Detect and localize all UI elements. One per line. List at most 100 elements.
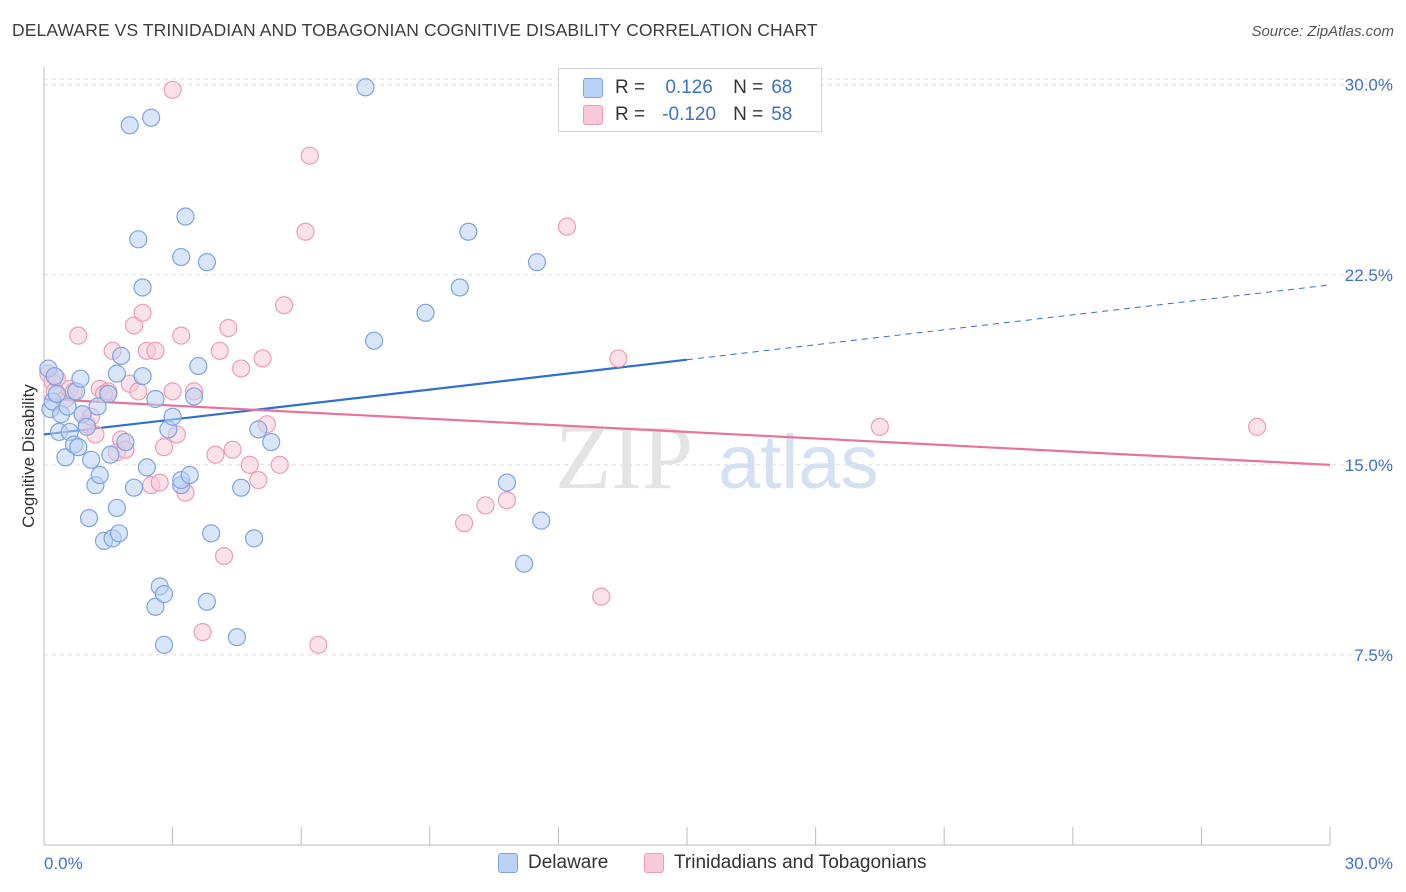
legend-r-label: R = bbox=[615, 77, 646, 98]
delaware-point bbox=[101, 445, 120, 464]
trinidadians-point bbox=[172, 326, 191, 345]
x-tick-label: 30.0% bbox=[1345, 854, 1393, 873]
delaware-point bbox=[133, 367, 152, 386]
y-tick-label: 22.5% bbox=[1345, 266, 1393, 285]
trinidadians-point bbox=[210, 341, 229, 360]
delaware-point bbox=[249, 420, 268, 439]
legend-row-delaware: R = 0.126 N = 68 bbox=[583, 77, 792, 99]
trinidadians-point bbox=[274, 296, 294, 315]
trinidadians-point bbox=[146, 341, 165, 360]
legend-swatch-trinidadians bbox=[583, 105, 603, 125]
series-trinidadians-points bbox=[39, 80, 1267, 654]
trinidadians-point bbox=[206, 445, 225, 464]
delaware-point bbox=[58, 397, 77, 416]
trinidadians-point bbox=[557, 217, 577, 236]
trinidadians-point bbox=[219, 318, 238, 338]
delaware-point bbox=[416, 303, 435, 322]
trinidadians-point bbox=[454, 514, 474, 533]
delaware-point bbox=[244, 529, 264, 548]
delaware-point bbox=[88, 397, 107, 416]
delaware-point bbox=[116, 432, 135, 452]
trinidadians-point bbox=[133, 303, 152, 322]
trinidadians-point bbox=[309, 635, 328, 654]
delaware-point bbox=[71, 369, 90, 388]
x-tick-label: 0.0% bbox=[44, 854, 83, 873]
delaware-point bbox=[107, 364, 126, 383]
trinidadians-point bbox=[296, 222, 315, 241]
delaware-point bbox=[227, 628, 246, 647]
source-label: Source: ZipAtlas.com bbox=[1251, 23, 1394, 40]
series-legend: Delaware Trinidadians and Tobagonians bbox=[0, 852, 1406, 878]
trinidadians-point bbox=[129, 382, 148, 401]
delaware-point bbox=[45, 367, 64, 386]
delaware-point bbox=[56, 448, 75, 467]
legend-row-trinidadians: R = -0.120 N = 58 bbox=[583, 104, 792, 126]
legend-label-delaware: Delaware bbox=[528, 852, 609, 873]
delaware-point bbox=[497, 473, 517, 492]
trinidadians-point bbox=[223, 440, 242, 459]
trinidadians-point bbox=[69, 326, 88, 345]
y-tick-label: 15.0% bbox=[1345, 456, 1393, 475]
x-tick-labels: 0.0% 30.0% bbox=[44, 854, 1393, 873]
watermark-zip: ZIP bbox=[555, 406, 693, 508]
trinidadians-point bbox=[124, 316, 144, 335]
delaware-point bbox=[364, 331, 384, 350]
legend-swatch-delaware bbox=[583, 78, 603, 98]
delaware-point bbox=[163, 407, 182, 426]
trinidadians-point bbox=[154, 438, 174, 457]
delaware-point bbox=[137, 458, 156, 477]
delaware-point bbox=[129, 230, 148, 249]
delaware-point bbox=[124, 478, 144, 497]
delaware-point bbox=[120, 116, 139, 135]
delaware-point bbox=[459, 222, 478, 241]
legend-item-trinidadians: Trinidadians and Tobagonians bbox=[644, 852, 926, 874]
delaware-point bbox=[112, 346, 131, 365]
delaware-point bbox=[142, 108, 161, 127]
trinidadians-point bbox=[476, 496, 495, 515]
trinidadians-point bbox=[150, 473, 169, 492]
delaware-point bbox=[107, 498, 126, 518]
chart-title: DELAWARE VS TRINIDADIAN AND TOBAGONIAN C… bbox=[12, 20, 818, 40]
y-tick-label: 7.5% bbox=[1354, 646, 1393, 665]
trinidadians-point bbox=[270, 455, 289, 474]
legend-swatch-trinidadians bbox=[644, 853, 664, 873]
delaware-point bbox=[146, 597, 165, 616]
delaware-point bbox=[532, 511, 551, 530]
delaware-point bbox=[180, 465, 199, 485]
trinidadians-point bbox=[592, 587, 611, 606]
trend-lines bbox=[43, 284, 1331, 466]
delaware-point bbox=[133, 278, 152, 297]
legend-r-value: 0.126 bbox=[665, 77, 713, 98]
legend-n-value: 68 bbox=[771, 77, 793, 98]
trinidadians-point bbox=[163, 382, 182, 401]
axes bbox=[43, 67, 1331, 846]
delaware-point bbox=[527, 253, 547, 272]
delaware-point bbox=[176, 207, 195, 226]
y-tick-label: 30.0% bbox=[1345, 76, 1393, 95]
trinidadians-point bbox=[240, 455, 259, 474]
delaware-point bbox=[197, 253, 216, 272]
trinidadians-point bbox=[232, 359, 251, 378]
delaware-point bbox=[202, 524, 221, 543]
y-axis-label: Cognitive Disability bbox=[19, 384, 38, 528]
delaware-point bbox=[82, 450, 101, 469]
delaware-point bbox=[189, 356, 208, 376]
legend-n-label: N = bbox=[733, 77, 764, 98]
correlation-legend: R = 0.126 N = 68 R = -0.120 N = 58 bbox=[558, 68, 822, 132]
delaware-point bbox=[154, 635, 174, 654]
trinidadians-point bbox=[609, 349, 628, 368]
delaware-point bbox=[184, 387, 204, 406]
trinidadians-point bbox=[300, 146, 319, 165]
trinidadians-point bbox=[193, 623, 212, 642]
y-tick-labels: 7.5% 15.0% 22.5% 30.0% bbox=[1345, 76, 1393, 665]
legend-swatch-delaware bbox=[498, 853, 518, 873]
delaware-point bbox=[262, 432, 281, 452]
trinidadians-point bbox=[253, 349, 272, 368]
trinidadians-point bbox=[1248, 417, 1267, 436]
delaware-point bbox=[197, 592, 216, 611]
delaware-point bbox=[356, 78, 375, 97]
legend-r-value: -0.120 bbox=[662, 104, 717, 125]
trend-line-trinidadians bbox=[43, 397, 1331, 466]
trend-line-delaware bbox=[43, 358, 688, 436]
